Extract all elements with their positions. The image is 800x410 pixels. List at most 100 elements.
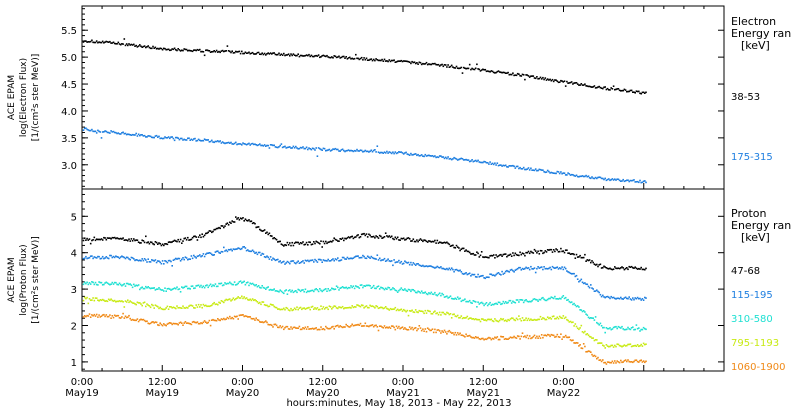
data-point [593, 85, 596, 87]
data-point [195, 285, 197, 287]
data-point [285, 262, 287, 264]
data-point [362, 254, 364, 257]
data-point [327, 149, 329, 151]
proton-y-axis-label: log(Proton Flux) [19, 244, 29, 315]
data-point [326, 242, 328, 245]
data-point [340, 56, 343, 59]
data-point [86, 281, 88, 284]
data-point [157, 136, 159, 138]
data-point [347, 57, 350, 59]
data-point [598, 85, 600, 88]
proton-y-tick-label: 4 [71, 249, 77, 260]
data-point [408, 263, 411, 266]
data-point [519, 74, 521, 77]
data-point [91, 281, 93, 283]
x-axis: 0:00May1912:00May190:00May2012:00May200:… [65, 6, 725, 399]
data-point [605, 267, 608, 269]
data-point [387, 308, 389, 310]
data-point [143, 45, 146, 47]
data-point [93, 313, 96, 316]
data-point [531, 300, 533, 302]
data-point [135, 319, 137, 322]
data-point [273, 288, 275, 290]
data-point [612, 326, 615, 329]
data-point [351, 305, 353, 307]
data-point [592, 337, 594, 339]
data-point [319, 56, 321, 59]
data-point [103, 313, 105, 316]
data-point [279, 260, 281, 262]
data-point [273, 237, 275, 239]
data-point [587, 175, 590, 177]
data-point [360, 56, 363, 59]
data-point [129, 134, 131, 136]
data-point [426, 309, 429, 312]
data-point [268, 53, 271, 55]
data-point [596, 321, 598, 324]
data-point [142, 45, 145, 48]
data-point [125, 316, 128, 319]
data-point [540, 266, 543, 268]
data-point [383, 325, 386, 327]
data-point [474, 67, 477, 70]
data-point [226, 142, 229, 144]
data-point [538, 318, 541, 321]
data-point [247, 249, 249, 251]
data-point [392, 59, 394, 62]
data-point [641, 328, 644, 331]
data-point [238, 281, 241, 283]
data-point [494, 257, 496, 259]
data-point [112, 283, 115, 285]
data-point [105, 314, 108, 316]
data-point [440, 294, 442, 297]
data-point [141, 134, 143, 136]
data-point [374, 287, 376, 290]
data-point [528, 252, 531, 255]
data-point [99, 131, 102, 133]
data-point [612, 85, 615, 87]
data-point [242, 246, 244, 248]
data-point [202, 139, 205, 142]
data-point [621, 361, 623, 364]
data-point [185, 239, 188, 241]
data-point [82, 41, 85, 43]
data-point [594, 316, 597, 318]
data-point [488, 303, 490, 305]
data-point [86, 296, 88, 299]
data-point [253, 143, 255, 146]
electron-y-axis-label: ACE EPAM [7, 75, 17, 120]
data-point [468, 63, 471, 66]
data-point [221, 284, 224, 287]
data-point [322, 259, 325, 261]
data-point [392, 287, 394, 289]
data-point [100, 299, 103, 302]
data-point [464, 250, 466, 252]
data-point [573, 174, 575, 177]
data-point [564, 267, 567, 270]
data-point [435, 294, 437, 296]
data-point [177, 323, 179, 326]
data-point [392, 308, 394, 310]
data-point [262, 253, 265, 255]
data-point [178, 288, 181, 290]
data-point [443, 157, 446, 160]
data-point [369, 257, 371, 259]
data-point [509, 73, 512, 76]
data-point [551, 334, 554, 336]
data-point [335, 325, 338, 327]
data-point [285, 289, 287, 291]
data-point [253, 53, 255, 55]
data-point [297, 260, 299, 262]
data-point [249, 52, 251, 55]
data-point [322, 147, 325, 150]
data-point [296, 327, 298, 329]
data-point [507, 318, 509, 321]
data-point [446, 66, 448, 68]
data-point [317, 308, 320, 311]
data-point [413, 263, 416, 265]
data-point [432, 240, 435, 243]
data-point [563, 251, 566, 254]
data-point [448, 267, 451, 270]
data-point [275, 290, 278, 292]
data-point [454, 297, 457, 300]
